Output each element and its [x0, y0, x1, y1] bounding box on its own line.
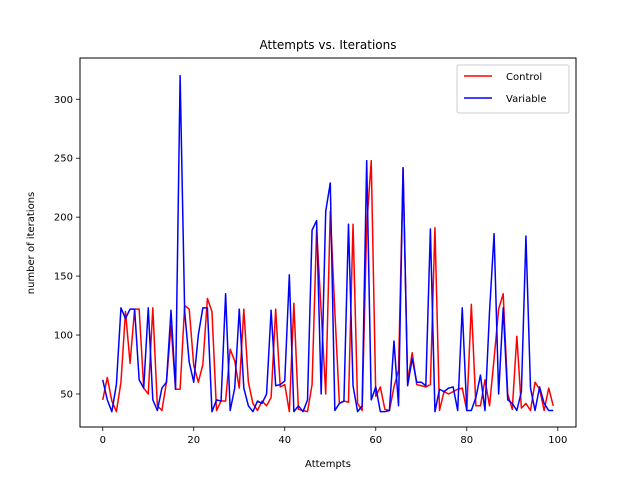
series-line-variable [102, 74, 554, 413]
x-tick-label: 20 [187, 435, 200, 446]
y-tick-label: 250 [54, 154, 73, 165]
y-tick-label: 100 [54, 331, 73, 342]
x-axis: 0 20 40 60 80 100 [100, 427, 567, 446]
chart-title: Attempts vs. Iterations [259, 38, 396, 52]
legend-label-variable: Variable [506, 94, 547, 105]
x-axis-label: Attempts [305, 459, 351, 470]
y-axis: 50 100 150 200 250 300 [54, 95, 80, 400]
plot-area-frame [79, 57, 577, 428]
x-tick-label: 0 [100, 435, 106, 446]
x-tick-label: 100 [548, 435, 567, 446]
x-tick-label: 40 [278, 435, 291, 446]
legend-label-control: Control [506, 72, 542, 83]
series-line-control [102, 159, 554, 413]
x-tick-label: 80 [460, 435, 473, 446]
y-tick-label: 50 [60, 389, 73, 400]
y-axis-label: number of iterations [26, 192, 37, 294]
y-tick-label: 150 [54, 272, 73, 283]
y-tick-label: 200 [54, 213, 73, 224]
legend-box [456, 64, 570, 114]
x-tick-label: 60 [369, 435, 382, 446]
legend: Control Variable [456, 64, 570, 114]
y-tick-label: 300 [54, 95, 73, 106]
series-layer [102, 74, 554, 413]
